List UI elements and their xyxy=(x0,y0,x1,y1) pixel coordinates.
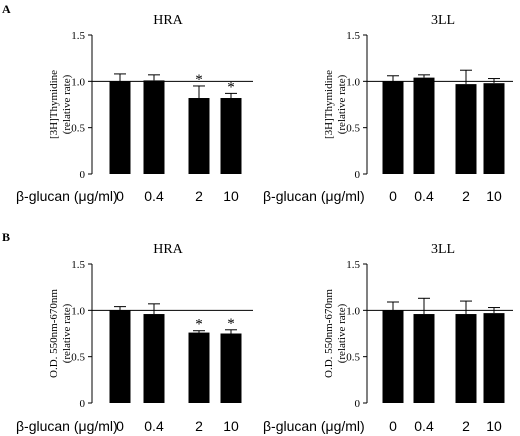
bar xyxy=(109,81,131,174)
x-tick-label: 0 xyxy=(116,418,124,434)
bar xyxy=(382,310,404,403)
x-tick-label: 0.4 xyxy=(144,418,164,434)
x-tick-label: 2 xyxy=(462,188,470,204)
y-axis-label-line: O.D. 550nm-670nm xyxy=(323,289,335,378)
x-axis-prefix-row-a-right: β-glucan (μg/ml) xyxy=(263,188,365,204)
x-tick-label: 2 xyxy=(195,188,203,204)
y-tick-label: 0 xyxy=(355,169,361,181)
y-tick-label: 1.0 xyxy=(346,76,360,88)
y-axis-label: O.D. 550nm-670nm(relative rate) xyxy=(48,289,73,378)
chart-title: HRA xyxy=(153,13,183,28)
x-tick-label: 0.4 xyxy=(144,188,164,204)
y-axis-label-line: (relative rate) xyxy=(336,74,348,134)
y-tick-label: 0.5 xyxy=(346,352,360,364)
y-axis-label-line: [3H]Thymidine xyxy=(48,70,60,139)
bar xyxy=(220,98,242,174)
y-axis-label-line: O.D. 550nm-670nm xyxy=(48,289,60,378)
y-axis-label: [3H]Thymidine(relative rate) xyxy=(48,70,73,139)
x-tick-label: 0 xyxy=(389,188,397,204)
y-tick-label: 0.5 xyxy=(71,352,85,364)
x-tick-label: 0 xyxy=(116,188,124,204)
x-axis-prefix-row-a: β-glucan (μg/ml) xyxy=(16,188,118,204)
y-tick-label: 1.5 xyxy=(71,259,85,271)
bar xyxy=(413,314,435,403)
x-tick-label: 2 xyxy=(195,418,203,434)
bar xyxy=(382,81,404,174)
y-axis-label: O.D. 550nm-670nm(relative rate) xyxy=(323,289,348,378)
chart-panel-b-3ll: 3LL 0 0.5 1.0 1.5 O.D. 550nm-670nm(relative r… xyxy=(323,242,513,434)
x-tick-label: 0.4 xyxy=(414,188,434,204)
y-axis-label: [3H]Thymidine(relative rate) xyxy=(323,70,348,139)
bar xyxy=(483,313,505,403)
panel-label-b: B xyxy=(2,230,10,244)
bar xyxy=(109,310,131,403)
y-tick-label: 0 xyxy=(80,398,86,410)
y-tick-label: 0.5 xyxy=(346,123,360,135)
y-tick-label: 1.5 xyxy=(346,259,360,271)
significance-mark: * xyxy=(195,317,203,333)
significance-mark: * xyxy=(227,316,235,332)
x-axis-prefix-row-b: β-glucan (μg/ml) xyxy=(16,418,118,434)
chart-panel-a-hra: HRA 0 0.5 1.0 1.5 [3H]Thymidine(relative rate… xyxy=(48,13,253,204)
bar xyxy=(188,332,210,403)
y-tick-label: 1.0 xyxy=(71,305,85,317)
y-tick-label: 1.0 xyxy=(346,305,360,317)
chart-title: 3LL xyxy=(431,242,455,257)
bar xyxy=(188,98,210,174)
x-tick-label: 10 xyxy=(486,418,502,434)
x-tick-label: 0 xyxy=(389,418,397,434)
y-tick-label: 1.0 xyxy=(71,76,85,88)
y-tick-label: 0 xyxy=(80,169,86,181)
chart-title: HRA xyxy=(153,242,183,257)
bar xyxy=(143,314,165,403)
y-tick-label: 0.5 xyxy=(71,123,85,135)
y-tick-label: 0 xyxy=(355,398,361,410)
bar xyxy=(143,80,165,174)
y-axis-label-line: (relative rate) xyxy=(61,303,73,363)
x-tick-label: 2 xyxy=(462,418,470,434)
significance-mark: * xyxy=(195,72,203,88)
y-tick-label: 1.5 xyxy=(346,30,360,42)
y-axis-label-line: (relative rate) xyxy=(336,303,348,363)
x-tick-label: 10 xyxy=(223,188,239,204)
chart-title: 3LL xyxy=(431,13,455,28)
significance-mark: * xyxy=(227,79,235,95)
x-axis-prefix-row-b-right: β-glucan (μg/ml) xyxy=(263,418,365,434)
x-tick-label: 0.4 xyxy=(414,418,434,434)
bar xyxy=(455,84,477,174)
y-axis-label-line: [3H]Thymidine xyxy=(323,70,335,139)
x-tick-label: 10 xyxy=(223,418,239,434)
panel-label-a: A xyxy=(2,2,11,16)
y-axis-label-line: (relative rate) xyxy=(61,74,73,134)
bar xyxy=(220,333,242,403)
bar xyxy=(455,314,477,403)
y-tick-label: 1.5 xyxy=(71,30,85,42)
chart-panel-a-3ll: 3LL 0 0.5 1.0 1.5 [3H]Thymidine(relative rate… xyxy=(323,13,513,204)
bar xyxy=(483,83,505,174)
x-tick-label: 10 xyxy=(486,188,502,204)
bar xyxy=(413,77,435,174)
chart-panel-b-hra: HRA 0 0.5 1.0 1.5 O.D. 550nm-670nm(relative r… xyxy=(48,242,253,434)
